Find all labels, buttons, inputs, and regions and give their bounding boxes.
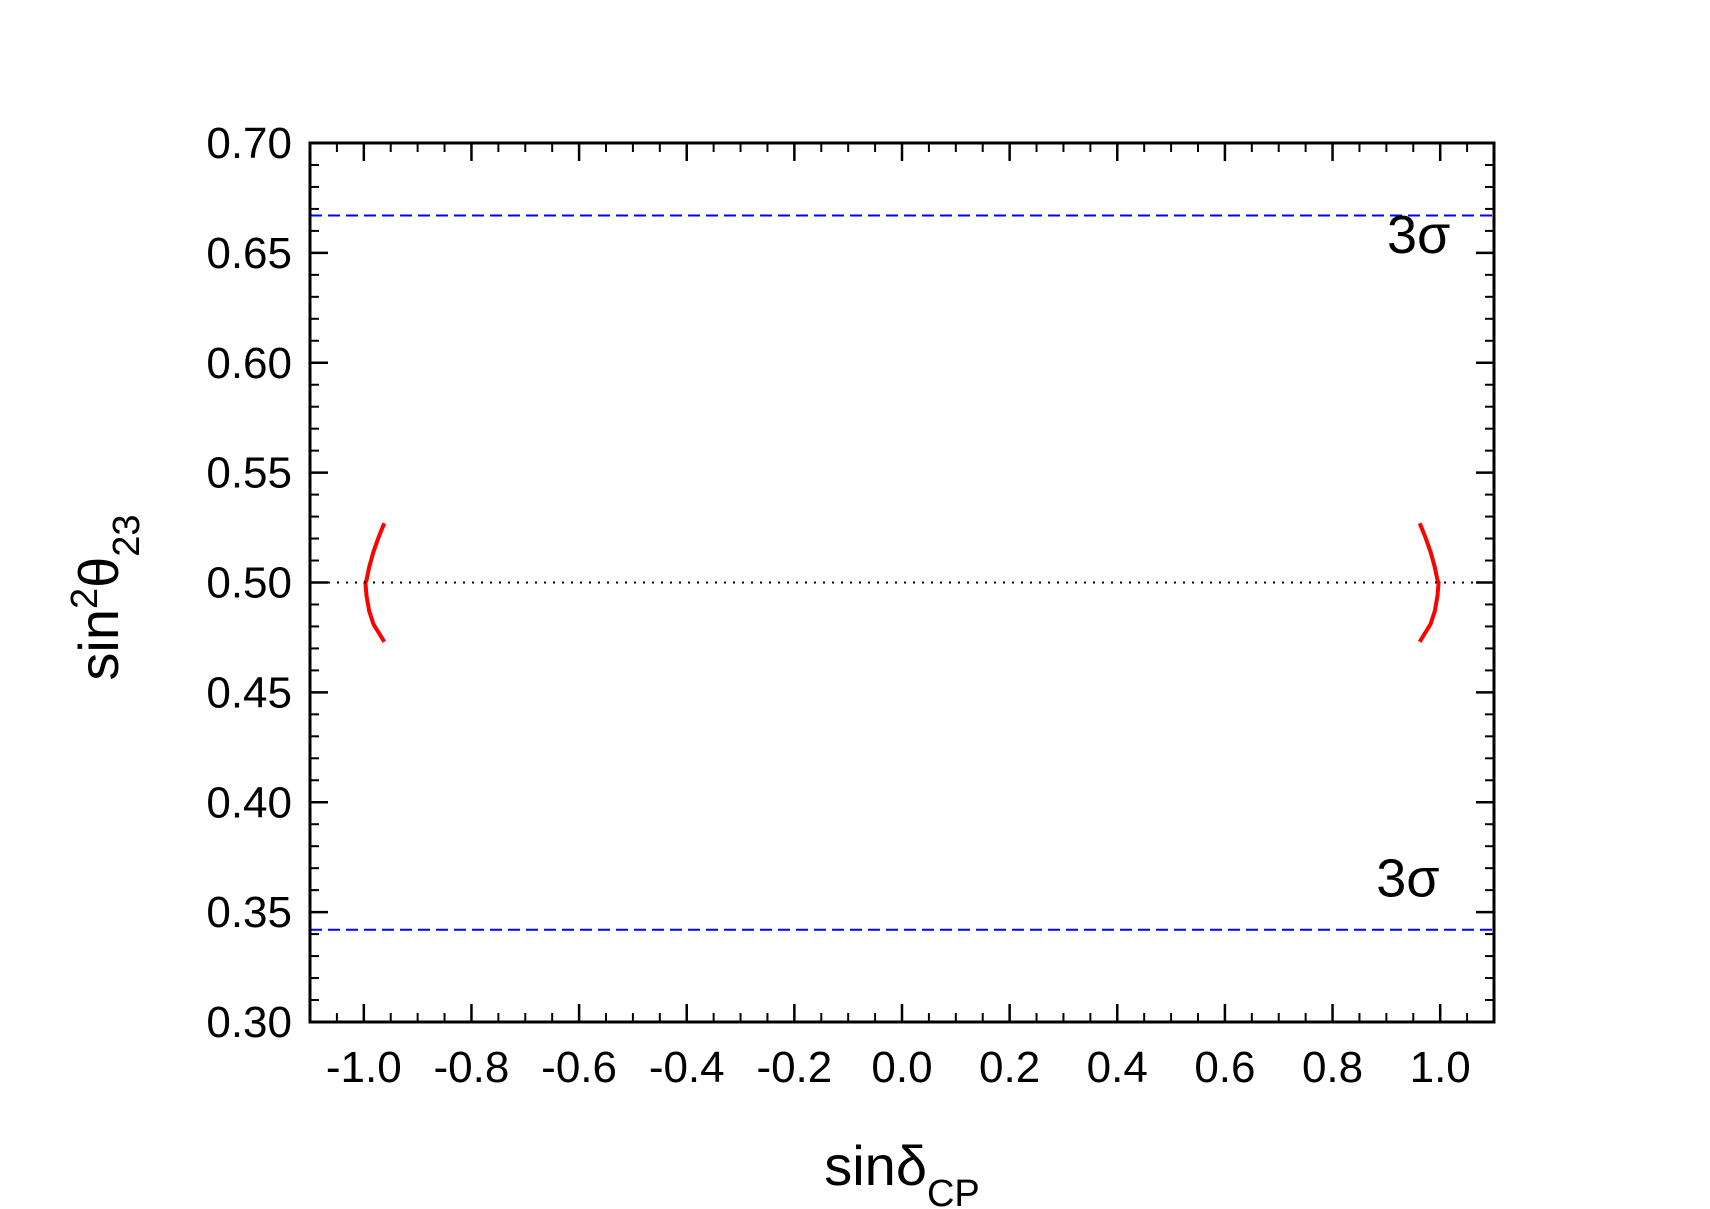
y-tick-label: 0.30: [206, 998, 292, 1047]
y-tick-label: 0.40: [206, 778, 292, 827]
sigma-annotation: 3σ: [1376, 849, 1439, 909]
x-axis-title-sub: CP: [927, 1173, 980, 1209]
y-axis-title-sup: 2: [64, 588, 106, 609]
x-axis-title-base: sin: [824, 1134, 896, 1197]
y-tick-label: 0.70: [206, 119, 292, 168]
y-axis-title-base: sin: [67, 609, 130, 681]
y-axis-title-sub: 23: [106, 514, 148, 556]
ticks-layer: [309, 141, 1495, 1024]
y-tick-label: 0.55: [206, 449, 292, 498]
y-axis-title-greek: θ: [67, 557, 130, 588]
x-tick-label: -1.0: [326, 1043, 402, 1092]
tick-labels: -1.0 -0.8 -0.6 -0.4 -0.2 0.0 0.2 0.4 0.6 0.8 1.0 0.…: [206, 119, 1470, 1092]
y-axis-title: sin2θ23: [64, 514, 148, 680]
x-tick-label: -0.2: [756, 1043, 832, 1092]
x-axis-title: sinδCP: [824, 1134, 980, 1209]
x-tick-label: -0.8: [434, 1043, 510, 1092]
annotations: 3σ 3σ: [1376, 205, 1450, 909]
series-layer: [310, 214, 1494, 931]
plot-frame: [308, 141, 1496, 1024]
sigma-annotation: 3σ: [1387, 205, 1450, 265]
y-tick-label: 0.35: [206, 888, 292, 937]
x-tick-label: 0.0: [871, 1043, 932, 1092]
y-tick-label: 0.50: [206, 559, 292, 608]
x-tick-label: 0.2: [979, 1043, 1040, 1092]
y-tick-label: 0.65: [206, 229, 292, 278]
y-tick-label: 0.60: [206, 339, 292, 388]
x-tick-label: -0.6: [541, 1043, 617, 1092]
x-tick-label: 0.6: [1194, 1043, 1255, 1092]
x-axis-title-greek: δ: [896, 1134, 927, 1197]
y-tick-label: 0.45: [206, 668, 292, 717]
x-tick-label: 0.8: [1302, 1043, 1363, 1092]
x-tick-label: 0.4: [1087, 1043, 1148, 1092]
x-tick-label: -0.4: [649, 1043, 725, 1092]
x-tick-label: 1.0: [1410, 1043, 1471, 1092]
allowed-region-curve-1: [1417, 522, 1441, 643]
